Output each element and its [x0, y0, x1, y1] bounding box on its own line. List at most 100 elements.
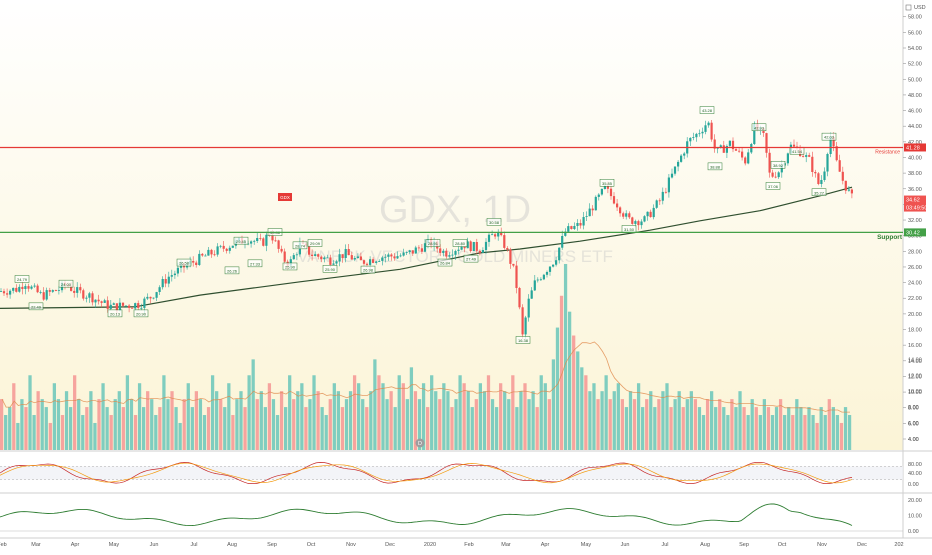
- volume-bar: [438, 399, 442, 450]
- price-label-box: [486, 218, 502, 226]
- candle-body: [548, 266, 552, 272]
- candle-body: [628, 213, 631, 218]
- volume-tick-label: 12.00: [908, 373, 922, 379]
- symbol-marker[interactable]: [278, 193, 292, 201]
- candle-body: [280, 248, 283, 252]
- candle-body: [786, 153, 789, 164]
- candle-body: [491, 234, 494, 236]
- volume-bar: [474, 399, 478, 450]
- time-axis[interactable]: Feb Mar Apr May Jun Jul Aug Sep Oct Nov Dec 2020 Feb…: [0, 542, 904, 548]
- volume-bar: [742, 407, 746, 450]
- volume-bar: [693, 399, 698, 450]
- volume-bar: [831, 407, 835, 450]
- volume-bar: [421, 383, 426, 450]
- volume-bar: [665, 383, 669, 450]
- candle-body: [204, 255, 207, 257]
- price-label: 26.58: [179, 261, 190, 266]
- volume-bar: [413, 391, 418, 450]
- volume-bar: [8, 407, 12, 450]
- volume-bar: [507, 399, 511, 450]
- candle-body: [741, 151, 744, 158]
- x-tick-label: Nov: [346, 542, 356, 548]
- volume-bar: [174, 407, 178, 450]
- candle-body: [570, 226, 573, 229]
- volume-bar: [559, 295, 564, 450]
- y-tick-label: 52.00: [908, 62, 922, 68]
- volume-bar: [352, 375, 357, 450]
- price-axis[interactable]: 58.00 56.00 54.00 52.00 50.00 48.00 46.00 44.00…: [903, 15, 922, 535]
- candle-body: [164, 279, 167, 284]
- volume-bar: [154, 415, 158, 450]
- volume-bar: [547, 399, 551, 450]
- volume-bar: [219, 399, 223, 450]
- candle-body: [274, 240, 277, 242]
- y-tick-label: 10.00: [908, 390, 922, 396]
- candle-body: [734, 149, 738, 151]
- volume-bar: [608, 399, 612, 450]
- volume-bar: [503, 391, 507, 450]
- x-tick-label: Jun: [150, 542, 159, 548]
- candle-body: [210, 249, 213, 255]
- x-tick-label: Jul: [190, 542, 197, 548]
- price-label-box: [821, 132, 837, 141]
- volume-bar: [166, 399, 170, 450]
- price-label: 22.49: [31, 304, 42, 309]
- y-tick-label: 46.00: [908, 109, 922, 115]
- candle-body: [335, 261, 338, 264]
- price-label: 42.03: [824, 135, 835, 140]
- y-tick-label: 58.00: [908, 15, 922, 21]
- volume-bar: [478, 383, 482, 450]
- candle-body: [829, 137, 832, 154]
- candle-body: [48, 290, 51, 292]
- candle-body: [54, 290, 57, 291]
- candle-body: [140, 307, 143, 309]
- candle-body: [661, 191, 664, 201]
- volume-bar: [572, 335, 576, 450]
- volume-bar: [279, 391, 284, 450]
- resistance-price-tag-text: 41.28: [906, 145, 920, 151]
- volume-bar: [446, 391, 450, 450]
- candle-body: [277, 240, 280, 249]
- watermark-subtitle: VANECK VECTORS GOLD MINERS ETF: [297, 247, 613, 266]
- volume-bar: [158, 407, 162, 450]
- volume-bar: [795, 399, 799, 450]
- dividend-marker[interactable]: [415, 438, 425, 448]
- volume-bar: [799, 407, 803, 450]
- volume-bar: [97, 399, 101, 450]
- volume-bar: [791, 415, 795, 450]
- candle-body: [808, 155, 811, 157]
- price-label: 27.49: [466, 257, 477, 262]
- price-label: 30.58: [489, 220, 500, 225]
- symbol-marker-text: GDX: [280, 195, 290, 200]
- volume-bar: [16, 422, 20, 450]
- candle-body: [731, 140, 735, 150]
- candle-body: [753, 123, 756, 144]
- volume-bar: [263, 407, 267, 450]
- volume-bar: [44, 407, 48, 450]
- volume-bar: [490, 399, 495, 450]
- candle-body: [509, 249, 512, 264]
- volume-bar: [843, 407, 848, 450]
- price-label-box: [28, 302, 44, 311]
- volume-bar: [288, 375, 292, 450]
- price-label-box: [515, 336, 531, 344]
- price-label: 26.84: [440, 261, 451, 266]
- candle-body: [515, 265, 518, 288]
- watermark-title: GDX, 1D: [379, 189, 531, 231]
- volume-bar: [308, 399, 312, 450]
- volume-bar: [324, 415, 328, 450]
- candle-body: [738, 150, 741, 152]
- y-tick-label: 12.00: [908, 374, 922, 380]
- volume-bar: [409, 367, 414, 450]
- candle-body: [616, 203, 619, 208]
- y-tick-label: 40.00: [908, 155, 922, 161]
- volume-bar: [592, 383, 596, 450]
- volume-bar: [377, 375, 381, 450]
- y-tick-label: 18.00: [908, 328, 922, 334]
- volume-bar: [56, 399, 61, 450]
- volume-bar: [847, 415, 852, 450]
- volume-bar: [543, 383, 547, 450]
- candle-body: [158, 287, 161, 292]
- candle-body: [85, 297, 88, 299]
